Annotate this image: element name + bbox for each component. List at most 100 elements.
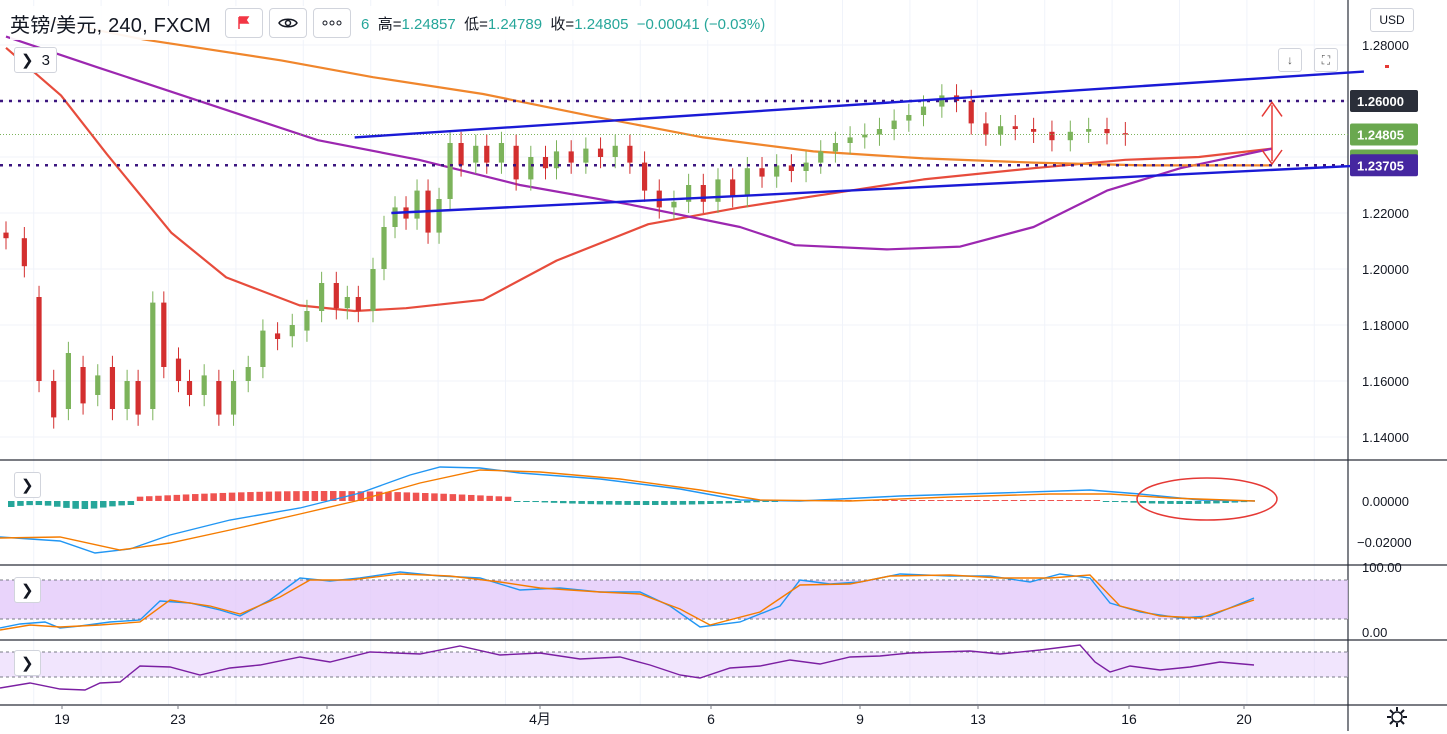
macd-histogram-bar (449, 494, 457, 501)
macd-histogram-bar (707, 501, 714, 504)
candle-body (612, 145, 618, 157)
macd-histogram-bar (578, 501, 585, 504)
moving-average-purple (5, 35, 1273, 251)
eye-icon (278, 18, 298, 28)
macd-histogram-bar (357, 491, 365, 501)
macd-histogram-bar (1213, 501, 1220, 504)
stoch-toggle[interactable]: ❯ (14, 577, 41, 603)
settings-gear-button[interactable] (1385, 705, 1409, 729)
macd-histogram-bar (1158, 501, 1165, 504)
candle-body (186, 381, 193, 395)
price-tick: 1.18000 (1362, 318, 1409, 333)
flag-icon (238, 16, 250, 29)
candle-body (436, 199, 442, 233)
candle-body (414, 190, 420, 219)
macd-histogram-bar (136, 496, 144, 501)
candle-body (997, 126, 1004, 135)
candle-body (355, 297, 361, 311)
candle-body (583, 148, 589, 163)
macd-histogram-bar (284, 491, 291, 501)
candles (3, 84, 1128, 429)
candle-body (484, 145, 490, 163)
candle-body (21, 238, 27, 267)
horizontal-levels (0, 99, 1348, 167)
macd-histogram-bar (1231, 501, 1239, 503)
candle-body (458, 143, 464, 166)
macd-histogram-bar (514, 501, 521, 502)
macd-histogram-bar (974, 500, 981, 501)
candle-body (641, 162, 648, 191)
visibility-button[interactable] (269, 8, 308, 38)
candle-body (553, 151, 560, 169)
macd-histogram-bar (569, 501, 576, 504)
macd-histogram-bar (385, 491, 392, 501)
candle-body (109, 367, 116, 409)
more-button[interactable] (313, 8, 352, 38)
macd-histogram-bar (302, 491, 309, 501)
candle-body (1012, 126, 1018, 129)
candle-body (788, 165, 794, 171)
fullscreen-button[interactable]: ⛶ (1314, 48, 1338, 72)
time-tick: 4月 (529, 711, 551, 727)
macd-histogram-bar (615, 501, 622, 505)
macd-histogram-bar (1093, 500, 1101, 501)
macd-toggle[interactable]: ❯ (14, 472, 41, 498)
macd-histogram-bar (1084, 500, 1091, 501)
macd-histogram-bar (1204, 501, 1211, 504)
price-tick: 1.28000 (1362, 38, 1409, 53)
macd-histogram-bar (734, 501, 742, 504)
price-tick: 1.16000 (1362, 374, 1409, 389)
macd-histogram-bar (339, 491, 346, 501)
macd-histogram-bar (642, 501, 650, 505)
macd-histogram-bar (1029, 500, 1036, 501)
macd-histogram-bar (477, 495, 484, 501)
candle-body (715, 179, 721, 202)
macd-histogram-bar (1010, 500, 1018, 501)
macd-histogram-bar (955, 500, 963, 501)
macd-histogram-bar (422, 493, 429, 501)
moving-averages (5, 20, 1273, 313)
macd-histogram-bar (983, 500, 990, 501)
candle-body (1122, 133, 1128, 135)
macd-histogram-bar (173, 494, 181, 501)
macd-histogram-bar (928, 500, 935, 501)
price-tick: 1.14000 (1362, 430, 1409, 445)
macd-histogram-bar (698, 501, 705, 505)
macd-histogram-bar (440, 493, 447, 501)
time-tick: 19 (54, 711, 70, 727)
macd-histogram-bar (201, 493, 208, 501)
symbol-name[interactable]: 英镑/美元, 240, FXCM (10, 14, 212, 37)
arrow-head-up (1261, 101, 1283, 117)
time-tick: 26 (319, 711, 335, 727)
arrow-head-down (1261, 149, 1283, 166)
macd-histogram-bar (293, 491, 300, 501)
candle-body (370, 269, 376, 311)
macd-histogram-bar (1038, 500, 1045, 501)
candle-body (528, 157, 534, 180)
candle-body (818, 151, 824, 163)
candle-body (847, 137, 853, 143)
flag-button[interactable] (225, 8, 264, 38)
rsi-toggle[interactable]: ❯ (14, 650, 41, 676)
candle-body (95, 375, 101, 395)
stoch-d-line (0, 573, 1255, 631)
macd-histogram-bar (1139, 501, 1147, 504)
macd-histogram-bar (366, 491, 374, 501)
indicators-toggle[interactable]: ❯ 3 (14, 47, 57, 73)
candle-body (597, 148, 604, 157)
macd-histogram-bar (679, 501, 687, 505)
time-tick: 23 (170, 711, 186, 727)
macd-histogram-bar (320, 491, 328, 501)
candle-body (730, 179, 736, 197)
time-tick: 6 (707, 711, 715, 727)
macd-histogram-bar (311, 491, 319, 501)
price-tick: 1.20000 (1362, 262, 1409, 277)
macd-histogram-bar (688, 501, 696, 505)
macd-histogram-bar (900, 500, 907, 501)
trend-line (391, 164, 1364, 215)
macd-histogram-bar (532, 501, 539, 503)
currency-label[interactable]: USD (1370, 8, 1414, 32)
candle-body (744, 168, 750, 197)
scroll-down-button[interactable]: ↓ (1278, 48, 1302, 72)
